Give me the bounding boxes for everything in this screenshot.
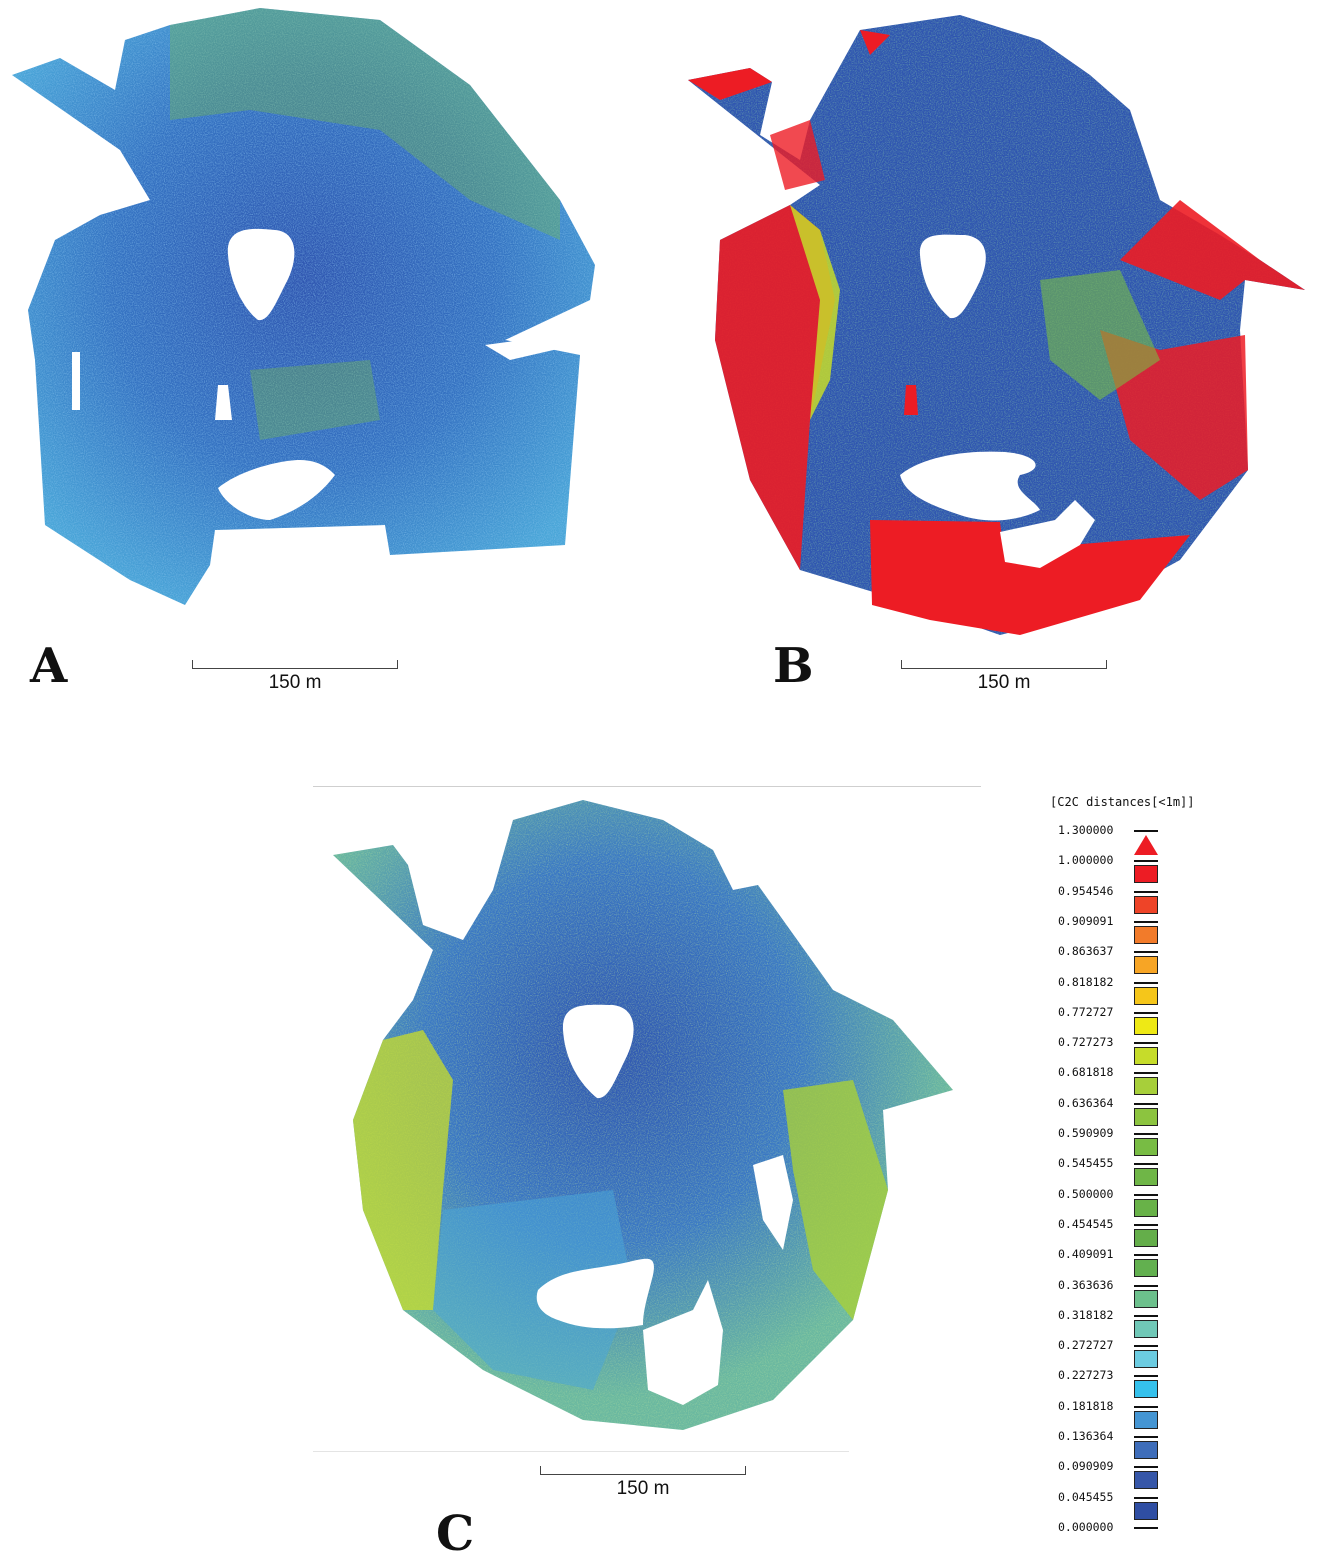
point-cloud-b (688, 15, 1305, 635)
legend-swatch (1134, 1047, 1158, 1066)
legend-title: [C2C distances[<1m]] (1050, 795, 1195, 809)
scale-bar-b: 150 m (901, 660, 1107, 700)
legend-divider (1134, 1102, 1158, 1105)
divider-bottom (313, 1451, 849, 1452)
legend-divider (1134, 1496, 1158, 1499)
legend-tick-label: 0.818182 (1058, 974, 1114, 989)
legend-divider (1134, 1133, 1158, 1135)
legend-swatch (1134, 986, 1158, 1005)
point-cloud-c (333, 800, 953, 1430)
legend-tick-label: 0.000000 (1058, 1519, 1114, 1534)
legend-swatch (1134, 1016, 1158, 1035)
legend-divider (1134, 951, 1158, 954)
legend-divider (1134, 1526, 1158, 1529)
legend-tick-label: 0.090909 (1058, 1459, 1114, 1474)
color-scale-legend: [C2C distances[<1m]] 1.300000 1.000000 0.9… (1050, 795, 1200, 1565)
legend-swatch (1134, 1471, 1158, 1490)
legend-divider (1134, 1284, 1158, 1287)
legend-divider (1134, 920, 1158, 923)
legend-swatch (1134, 1501, 1158, 1520)
panel-a: A 150 m (0, 0, 620, 700)
legend-tick-label: 0.636364 (1058, 1095, 1114, 1110)
hole-lower-a (218, 460, 335, 520)
legend-tick-label: 0.318182 (1058, 1307, 1114, 1322)
legend-tick-label: 0.227273 (1058, 1368, 1114, 1383)
scale-bar-line (540, 1466, 746, 1475)
scale-bar-line (901, 660, 1107, 669)
panel-c: C 150 m (313, 790, 993, 1564)
legend-tick-label: 0.409091 (1058, 1247, 1114, 1262)
hole-lower-b (900, 451, 1040, 521)
legend-swatch (1134, 1168, 1158, 1187)
legend-divider (1134, 1193, 1158, 1196)
legend-swatch (1134, 1138, 1158, 1156)
scale-bar-label: 150 m (977, 672, 1031, 693)
panel-b: B 150 m (660, 0, 1331, 700)
legend-swatch (1134, 925, 1158, 944)
legend-swatch (1134, 1259, 1158, 1278)
scale-bar-label: 150 m (616, 1478, 670, 1499)
legend-tick-label: 0.681818 (1058, 1065, 1114, 1080)
legend-divider (1134, 1314, 1158, 1317)
legend-divider (1134, 1345, 1158, 1348)
legend-swatch (1134, 1319, 1158, 1338)
legend-divider (1134, 1042, 1158, 1045)
legend-swatch (1134, 1441, 1158, 1459)
legend-divider (1134, 1466, 1158, 1469)
hole-center-a (227, 228, 295, 321)
legend-swatch (1134, 1198, 1158, 1217)
legend-tick-label: 0.909091 (1058, 913, 1114, 928)
legend-tick-label: 0.590909 (1058, 1126, 1114, 1140)
legend-tick-label: 0.727273 (1058, 1035, 1114, 1050)
scale-bar-line (192, 660, 398, 669)
legend-tick-label: 0.181818 (1058, 1398, 1114, 1413)
legend-divider (1134, 1072, 1158, 1075)
legend-tick-label: 0.954546 (1058, 883, 1114, 898)
legend-overflow-arrow (1134, 835, 1158, 855)
hole-lower-c (536, 1258, 654, 1329)
legend-tick-label: 0.500000 (1058, 1186, 1114, 1201)
legend-tick-label: 0.045455 (1058, 1489, 1114, 1504)
scale-bar-a: 150 m (192, 660, 398, 700)
legend-swatch (1134, 1380, 1158, 1399)
legend-divider (1134, 981, 1158, 984)
legend-tick-label: 0.363636 (1058, 1277, 1114, 1292)
legend-tick-label: 1.000000 (1058, 853, 1114, 868)
legend-divider (1134, 830, 1158, 832)
legend-tick-label: 0.772727 (1058, 1004, 1114, 1019)
legend-tick-label: 0.136364 (1058, 1429, 1114, 1443)
legend-tick-label: 0.454545 (1058, 1216, 1114, 1231)
legend-swatch (1134, 1410, 1158, 1429)
legend-divider (1134, 1011, 1158, 1014)
legend-tick-label: 0.272727 (1058, 1338, 1114, 1353)
legend-tick-label: 0.545455 (1058, 1156, 1114, 1171)
hole-center-c (562, 1004, 634, 1099)
legend-divider (1134, 1436, 1158, 1438)
panel-label-a: A (30, 638, 68, 694)
legend-divider (1134, 1405, 1158, 1408)
legend-swatch (1134, 1077, 1158, 1096)
legend-swatch (1134, 1228, 1158, 1247)
hole-center-b (919, 234, 986, 319)
legend-swatch (1134, 865, 1158, 884)
panel-label-b: B (773, 638, 814, 694)
legend-tick-label: 0.863637 (1058, 944, 1114, 959)
legend-divider (1134, 1163, 1158, 1166)
legend-divider (1134, 1375, 1158, 1378)
legend-divider (1134, 1254, 1158, 1257)
scale-bar-label: 150 m (268, 672, 322, 693)
legend-swatch (1134, 1289, 1158, 1308)
legend-tick-label: 1.300000 (1058, 823, 1114, 837)
scale-bar-c: 150 m (540, 1466, 746, 1506)
legend-divider (1134, 1223, 1158, 1226)
legend-divider (1134, 890, 1158, 893)
divider-top (313, 786, 981, 787)
point-cloud-a (12, 8, 595, 605)
panel-label-c: C (436, 1506, 475, 1562)
legend-divider (1134, 860, 1158, 863)
legend-swatch (1134, 895, 1158, 914)
legend-swatch (1134, 1107, 1158, 1126)
legend-swatch (1134, 1350, 1158, 1369)
legend-swatch (1134, 956, 1158, 975)
